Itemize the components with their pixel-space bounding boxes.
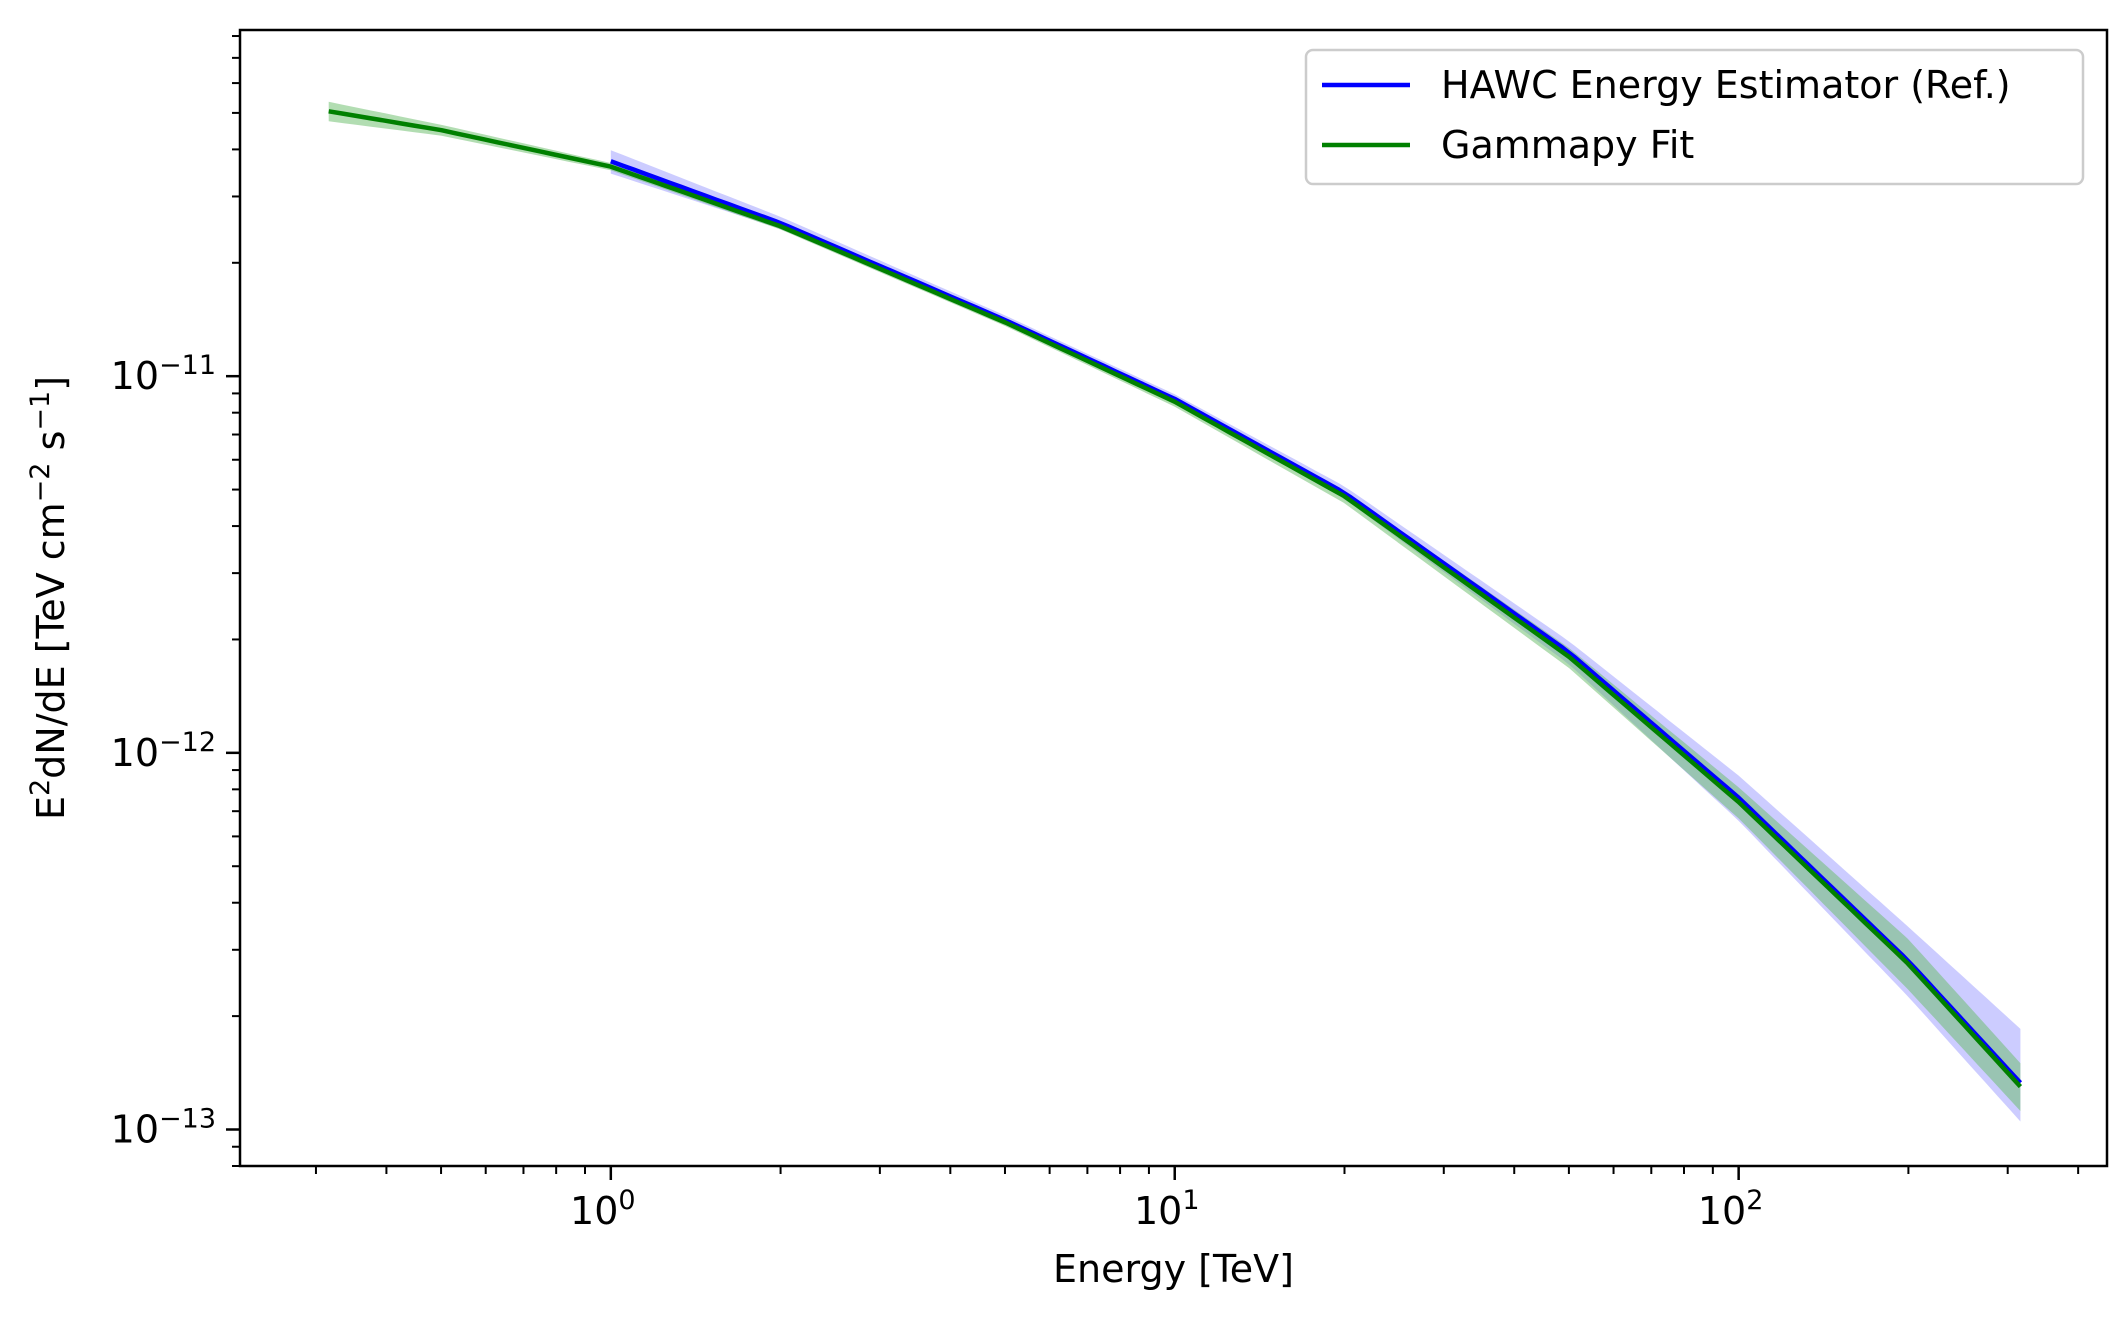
series-line-0 <box>610 159 2023 1085</box>
y-tick-label: 10−12 <box>111 726 216 775</box>
legend: HAWC Energy Estimator (Ref.) Gammapy Fit <box>1304 48 2085 186</box>
legend-label-hawc: HAWC Energy Estimator (Ref.) <box>1441 63 2011 107</box>
x-tick-label: 102 <box>1698 1185 1764 1234</box>
confidence-band-0 <box>610 150 2021 1122</box>
y-label-end-sup: −1 <box>25 391 56 431</box>
confidence-band-1 <box>328 101 2021 1112</box>
plot-frame <box>238 28 2109 1168</box>
y-label-mid: dN/dE [TeV cm <box>29 502 73 779</box>
series-line-1 <box>328 109 2023 1089</box>
y-label-base: E <box>29 796 73 820</box>
confidence-bands <box>328 101 2021 1122</box>
y-tick-label: 10−11 <box>111 350 216 399</box>
x-axis-label: Energy [TeV] <box>1053 1247 1294 1291</box>
legend-box <box>1304 48 2085 186</box>
x-tick-label: 101 <box>1134 1185 1200 1234</box>
y-axis-label: E2dN/dE [TeV cm−2 s−1] <box>25 376 74 820</box>
y-label-base-sup: 2 <box>25 779 56 796</box>
y-label-mid-sup: −2 <box>25 463 56 503</box>
y-label-end: ] <box>29 376 73 391</box>
y-label-gap: s <box>29 431 73 463</box>
legend-label-gammapy: Gammapy Fit <box>1441 123 1694 167</box>
series-lines <box>328 109 2023 1089</box>
axis-ticks: 100 101 102 10−13 10−12 10−11 <box>111 35 2080 1234</box>
x-tick-label: 100 <box>570 1185 636 1234</box>
y-tick-label: 10−13 <box>111 1103 216 1152</box>
